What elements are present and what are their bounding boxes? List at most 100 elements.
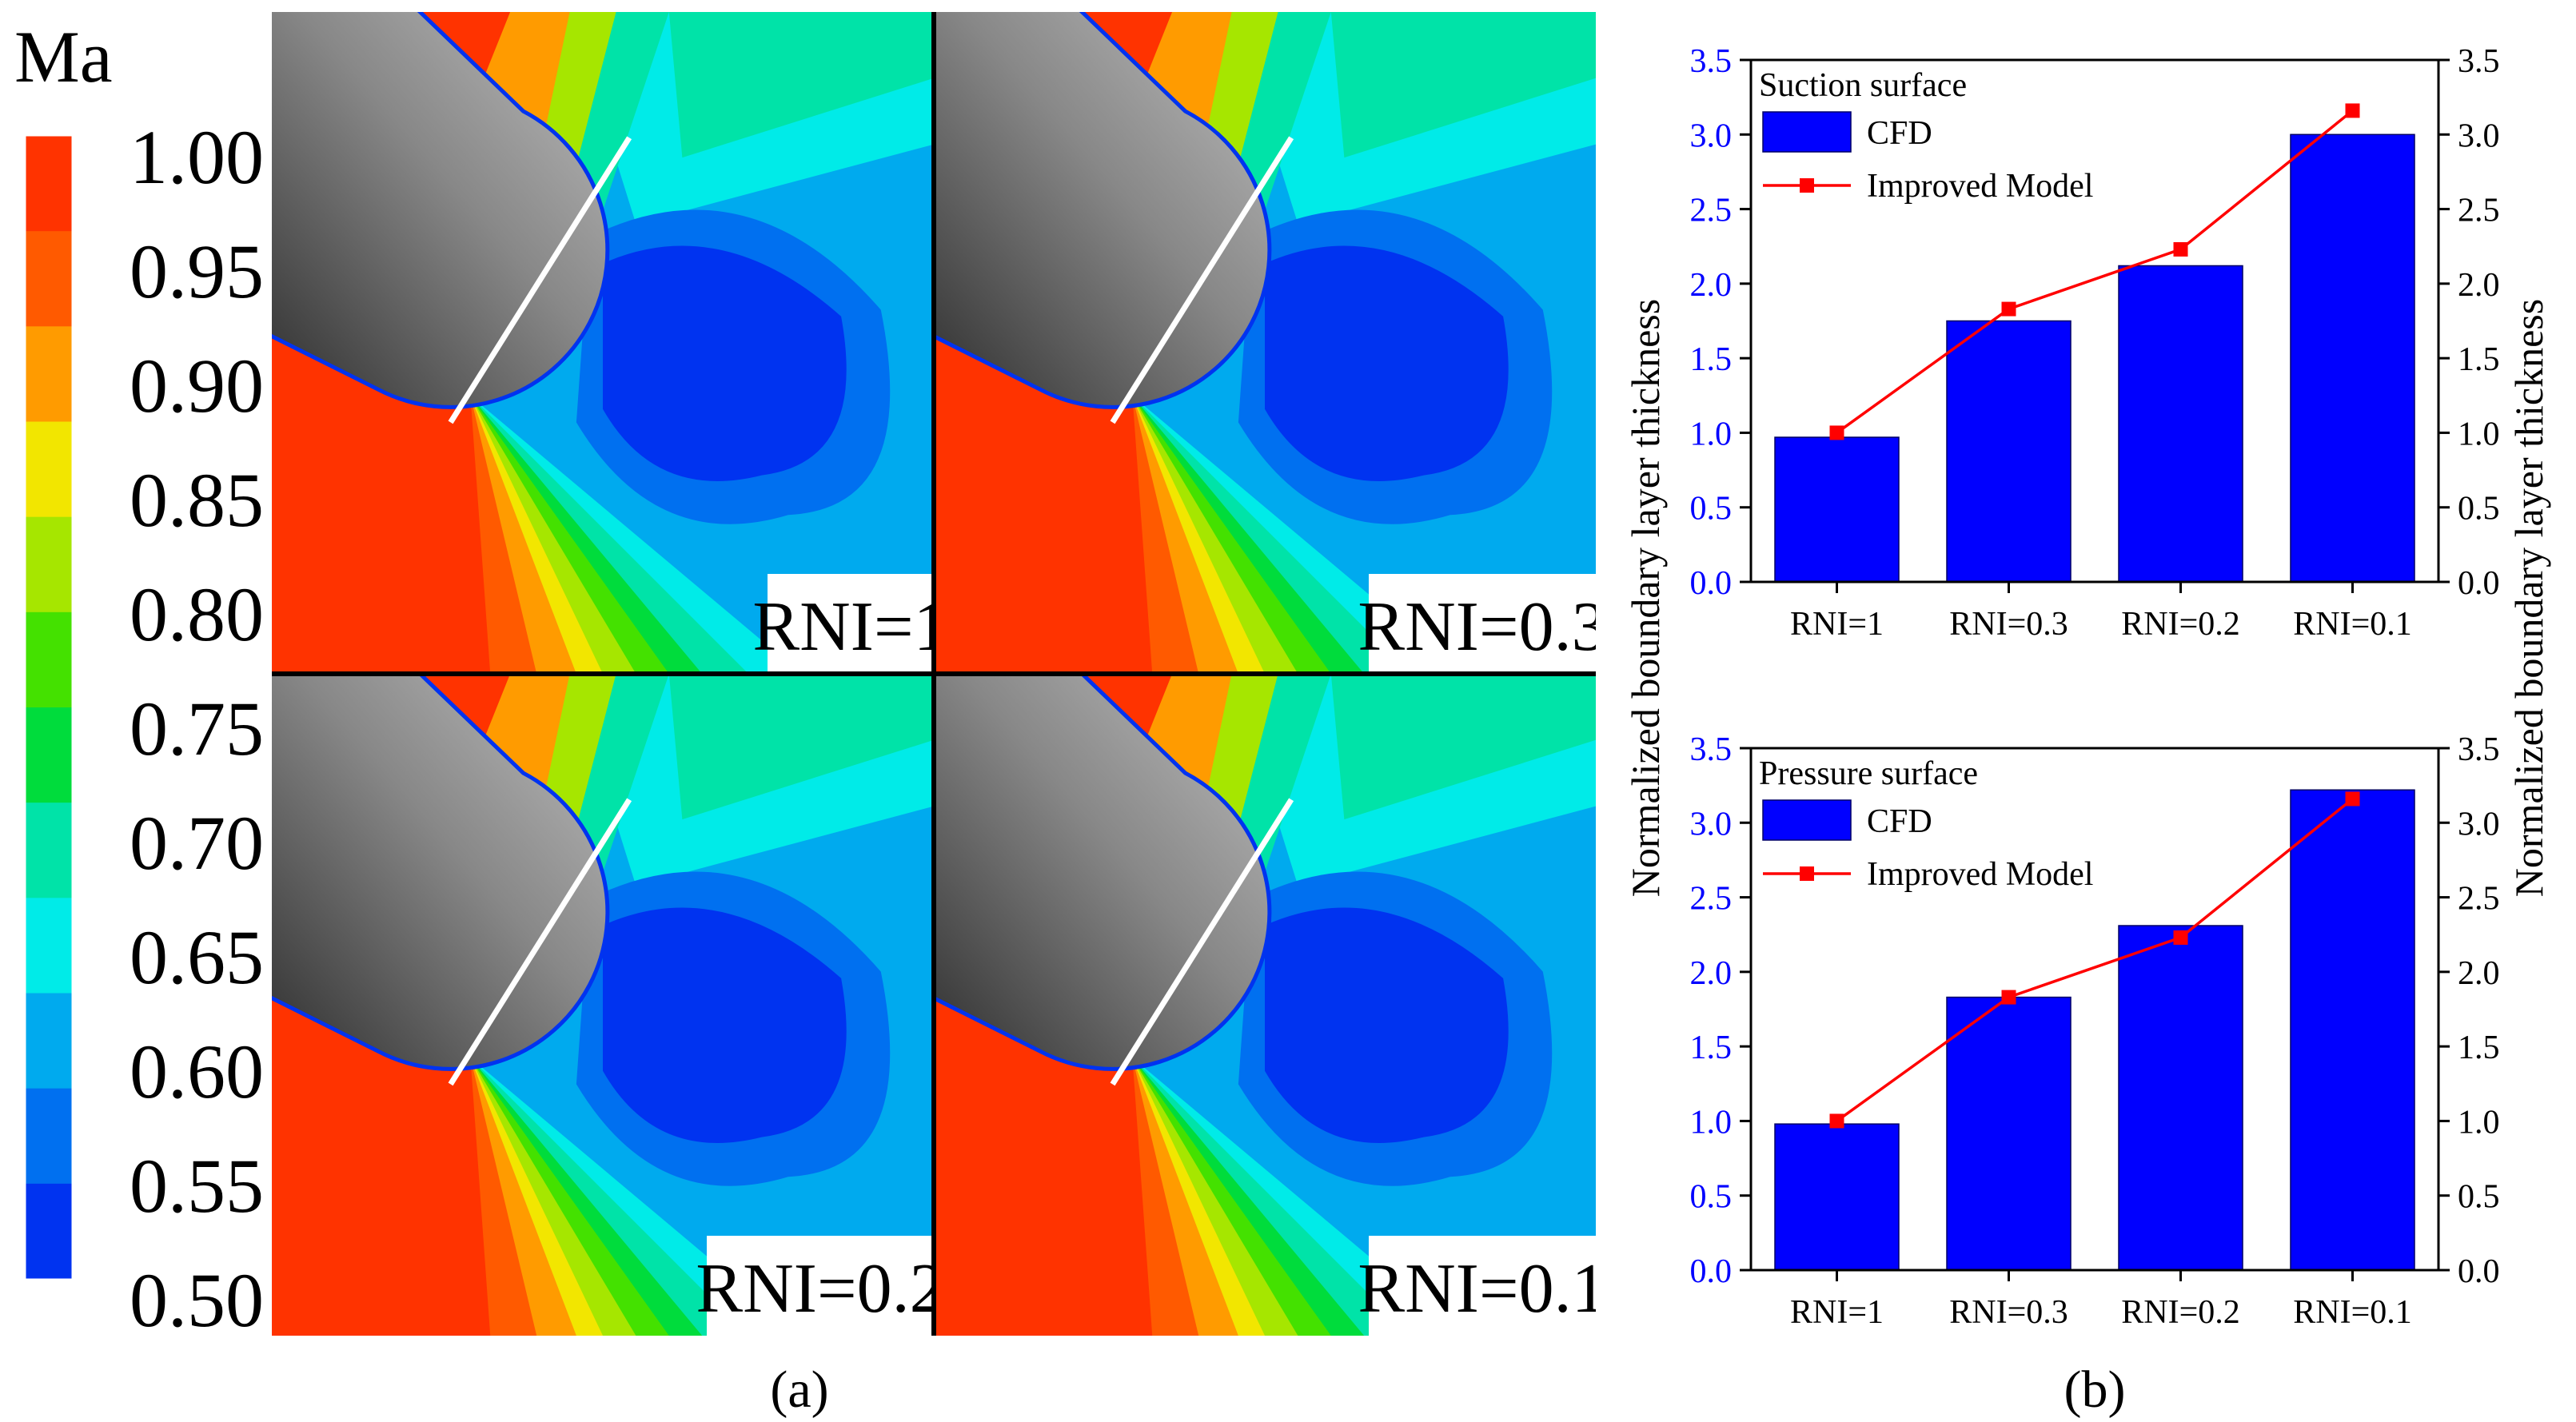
y-tick-label-right: 3.5 [2458, 43, 2500, 80]
colorbar: Ma 1.00 0.95 0.90 0.85 0.80 0.75 0.70 0.65 0.60 0… [14, 16, 264, 1343]
contour-band [603, 907, 847, 1143]
colorbar-tick-label: 0.60 [130, 1029, 264, 1114]
colorbar-block [26, 421, 72, 518]
measurement-line [448, 136, 632, 424]
line-point [1829, 1113, 1844, 1129]
y-tick-label: 1.5 [1690, 1030, 1733, 1066]
colorbar-block [26, 898, 72, 994]
colorbar-tick-label: 1.00 [130, 114, 264, 200]
colorbar-block [26, 231, 72, 327]
panel-label-box [768, 574, 934, 674]
legend-label: CFD [1867, 803, 1932, 840]
contour-band [668, 674, 934, 820]
line-point [2001, 990, 2016, 1005]
y-tick-label: 3.0 [1690, 806, 1733, 842]
line-point [2173, 930, 2188, 945]
colorbar-ticks: 1.00 0.95 0.90 0.85 0.80 0.75 0.70 0.65 0.60 0.55… [130, 114, 264, 1343]
y-tick-label: 3.5 [1690, 43, 1733, 80]
panel-label-a: (a) [770, 1360, 828, 1419]
panel-label: RNI=0.1 [1358, 1250, 1606, 1328]
panel-label: RNI=1 [752, 588, 948, 666]
line-point [2345, 791, 2360, 807]
y-tick-label: 0.5 [1690, 1179, 1733, 1216]
chart-title: Suction surface [1759, 67, 1967, 104]
contour-band [603, 245, 847, 481]
legend-swatch-bar [1762, 799, 1852, 841]
x-tick-label: RNI=0.1 [2293, 606, 2412, 643]
colorbar-tick-label: 0.50 [130, 1257, 264, 1343]
colorbar-block [26, 136, 72, 232]
y-tick-label-right: 3.0 [2458, 806, 2500, 842]
chart: 0.0 0.0 0.5 0.5 1.0 1.0 1.5 1.5 2.0 2.0 2.5 2.5 3.0 3… [1690, 43, 2500, 643]
plot-frame [1749, 747, 2440, 1272]
panel-label-box [1369, 574, 1596, 674]
y-tick-label-right: 2.5 [2458, 881, 2500, 918]
y-tick-label: 0.5 [1690, 491, 1733, 528]
contour-band [1265, 245, 1509, 481]
y-tick-label-right: 1.0 [2458, 1104, 2500, 1141]
panel-label: RNI=0.2 [696, 1250, 944, 1328]
contour-panels: RNI=1 RNI=0.3 RNI=0.2 RNI=0.1 [272, 12, 1606, 1336]
bar [1774, 1123, 1900, 1271]
panel-label-box [1369, 1236, 1596, 1336]
y-tick-label: 0.0 [1690, 1253, 1733, 1290]
plot-frame [1749, 58, 2440, 584]
colorbar-tick-label: 0.70 [130, 800, 264, 886]
y-tick-label: 1.0 [1690, 416, 1733, 452]
legend-swatch-bar [1762, 111, 1852, 153]
y-tick-label-right: 0.0 [2458, 565, 2500, 602]
y-tick-label-right: 2.0 [2458, 955, 2500, 992]
contour-band [1265, 907, 1509, 1143]
series-line [1836, 798, 2354, 1122]
legend-label: CFD [1867, 115, 1932, 152]
colorbar-block [26, 1088, 72, 1185]
colorbar-tick-label: 0.55 [130, 1143, 264, 1229]
y-tick-label-right: 0.0 [2458, 1253, 2500, 1290]
measurement-line [448, 798, 632, 1086]
y-tick-label-right: 0.5 [2458, 1179, 2500, 1216]
y-tick-label: 3.5 [1690, 731, 1733, 768]
y-tick-label-right: 2.0 [2458, 267, 2500, 304]
bar [1946, 996, 2072, 1271]
colorbar-tick-label: 0.90 [130, 343, 264, 428]
contour-band [1330, 674, 1596, 820]
legend-swatch-marker [1800, 178, 1814, 193]
x-tick-label: RNI=0.2 [2121, 606, 2240, 643]
colorbar-tick-label: 0.85 [130, 457, 264, 543]
contour-band [1330, 12, 1596, 158]
contour-panel: RNI=0.2 [272, 674, 944, 1336]
bar [2290, 133, 2415, 583]
line-point [2345, 103, 2360, 118]
right-axis-title: Normalized boundary layer thickness [2506, 299, 2551, 897]
y-tick-label: 2.0 [1690, 267, 1733, 304]
y-tick-label-right: 2.5 [2458, 193, 2500, 229]
line-point [2001, 301, 2016, 317]
contour-panel: RNI=0.1 [934, 674, 1606, 1336]
x-tick-label: RNI=0.3 [1949, 606, 2068, 643]
colorbar-frame [25, 135, 73, 1280]
colorbar-tick-label: 0.65 [130, 914, 264, 1000]
panel-label-box [707, 1236, 934, 1336]
colorbar-title: Ma [14, 16, 113, 98]
series-line [1836, 110, 2354, 434]
line-point [2173, 241, 2188, 257]
y-tick-label: 2.0 [1690, 955, 1733, 992]
y-tick-label: 2.5 [1690, 881, 1733, 918]
measurement-line [1110, 798, 1294, 1086]
chart-title: Pressure surface [1759, 755, 1978, 792]
legend-label: Improved Model [1867, 168, 2093, 205]
colorbar-block [26, 516, 72, 613]
contour-band [668, 12, 934, 158]
bar [2118, 925, 2243, 1271]
measurement-line [1110, 136, 1294, 424]
bar [1946, 320, 2072, 583]
y-tick-label-right: 1.0 [2458, 416, 2500, 452]
y-tick-label: 3.0 [1690, 118, 1733, 154]
legend-swatch-marker [1800, 866, 1814, 881]
colorbar-block [26, 611, 72, 708]
bar [2290, 789, 2415, 1271]
x-tick-label: RNI=0.3 [1949, 1294, 2068, 1331]
colorbar-tick-label: 0.95 [130, 229, 264, 314]
contour-panel: RNI=0.3 [934, 12, 1596, 674]
